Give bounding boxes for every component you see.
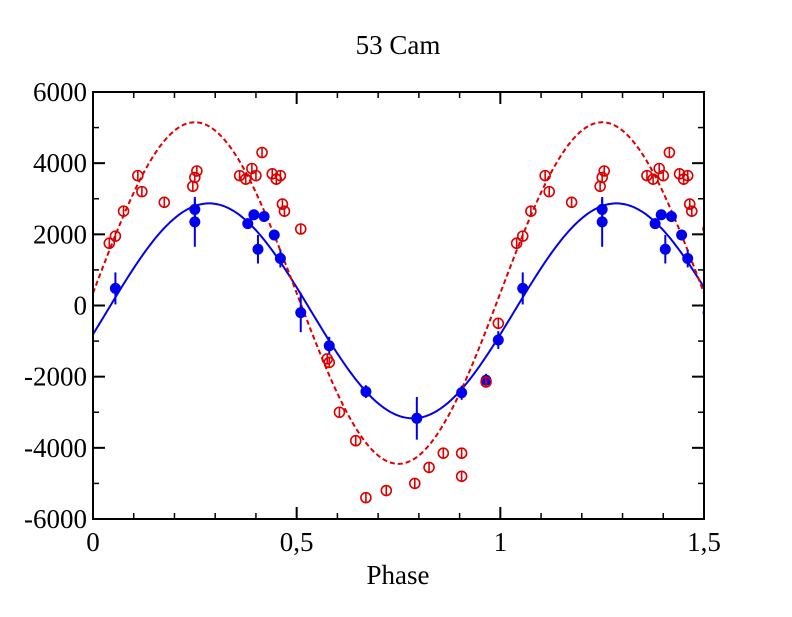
y-tick-label: 2000 (33, 219, 87, 249)
blue-data-point (252, 243, 264, 255)
y-tick-label: -4000 (24, 433, 87, 463)
blue-data-point (295, 307, 307, 319)
blue-data-point (274, 253, 286, 265)
blue-data-point (268, 229, 280, 241)
blue-data-point (411, 412, 423, 424)
blue-data-point (189, 216, 201, 228)
blue-data-point (649, 218, 661, 230)
blue-data-point (665, 211, 677, 223)
blue-data-point (456, 387, 468, 399)
chart-title: 53 Cam (356, 30, 441, 60)
y-tick-label: 0 (74, 291, 88, 321)
blue-data-point (682, 253, 694, 265)
blue-data-point (323, 340, 335, 352)
y-tick-label: 6000 (33, 77, 87, 107)
y-tick-label: -6000 (24, 504, 87, 534)
x-axis-label: Phase (367, 560, 430, 590)
x-tick-label: 0,5 (280, 527, 314, 557)
blue-data-point (659, 243, 671, 255)
blue-data-point (248, 209, 260, 221)
blue-data-point (258, 211, 270, 223)
x-tick-label: 0 (86, 527, 100, 557)
fit-curves (93, 121, 704, 465)
blue-data-point (360, 386, 372, 398)
blue-fit-curve (93, 202, 704, 420)
plot-frame (92, 91, 705, 520)
blue-data-point (242, 218, 254, 230)
y-tick-label: -2000 (24, 362, 87, 392)
data-points (103, 146, 704, 504)
blue-data-point (517, 282, 529, 294)
blue-data-point (596, 216, 608, 228)
blue-data-point (676, 229, 688, 241)
x-tick-label: 1 (494, 527, 508, 557)
x-tick-label: 1,5 (687, 527, 721, 557)
blue-data-point (109, 282, 121, 294)
blue-data-point (655, 209, 667, 221)
red-fit-curve (93, 121, 704, 465)
y-tick-label: 4000 (33, 148, 87, 178)
axis-ticks: 0 0,5 1 1,5 6000 4000 2000 0 -2000 -4000 -6000 (24, 77, 721, 557)
blue-data-point (492, 334, 504, 346)
